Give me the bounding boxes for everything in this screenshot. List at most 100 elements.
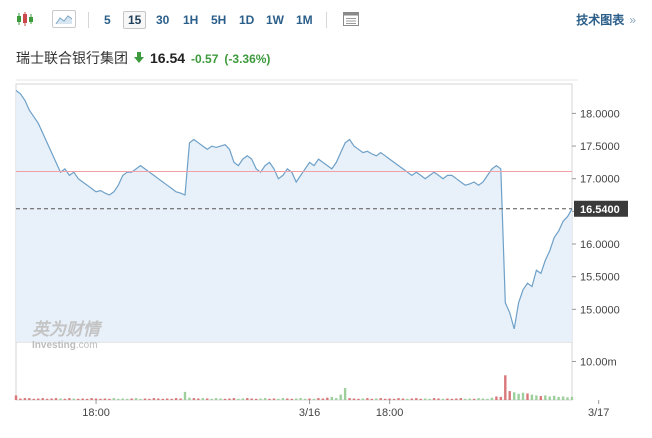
volume-bar xyxy=(557,396,560,400)
area-chart-icon[interactable] xyxy=(52,10,76,28)
volume-bar xyxy=(108,398,111,400)
last-price: 16.54 xyxy=(150,50,186,66)
volume-bar xyxy=(379,398,382,400)
volume-bar xyxy=(263,398,267,400)
volume-bar xyxy=(392,398,396,400)
volume-bar xyxy=(192,398,196,400)
investing-watermark: 英为财情 Investing.com xyxy=(31,320,103,351)
price-tick-label: 17.0000 xyxy=(580,174,620,186)
volume-bar xyxy=(201,398,204,400)
price-change-percent: (-3.36%) xyxy=(224,52,271,66)
volume-bar xyxy=(246,398,249,400)
volume-bar xyxy=(517,393,520,400)
volume-bar xyxy=(384,398,387,400)
volume-bar xyxy=(139,398,142,400)
timeframe-5[interactable]: 5 xyxy=(104,13,111,27)
price-tick-label: 18.0000 xyxy=(580,108,620,120)
timeframe-15[interactable]: 15 xyxy=(123,11,147,29)
volume-bar xyxy=(28,398,31,400)
volume-bar xyxy=(286,398,289,400)
down-arrow-icon xyxy=(134,52,144,66)
volume-bar xyxy=(486,398,489,400)
timeframe-1d[interactable]: 1D xyxy=(239,13,255,27)
volume-bar xyxy=(459,398,462,400)
volume-bar xyxy=(366,398,369,400)
volume-bar xyxy=(424,398,427,400)
volume-bar xyxy=(464,398,467,400)
volume-bar xyxy=(432,398,436,400)
volume-bar xyxy=(312,398,316,400)
volume-bar xyxy=(268,398,271,400)
volume-bar xyxy=(103,398,107,400)
toolbar-separator xyxy=(326,12,327,28)
advanced-chart-label: 技术图表 xyxy=(576,13,625,27)
volume-bar xyxy=(490,397,494,400)
timeframe-30[interactable]: 30 xyxy=(156,13,170,27)
advanced-chart-link[interactable]: 技术图表 » xyxy=(576,12,636,28)
volume-bar xyxy=(81,398,84,400)
volume-bar xyxy=(54,398,58,400)
timeframe-1w[interactable]: 1W xyxy=(266,13,284,27)
volume-bar xyxy=(477,398,480,400)
volume-bar xyxy=(468,398,471,400)
volume-bar xyxy=(504,375,507,400)
volume-bar xyxy=(321,398,325,400)
volume-bar xyxy=(99,398,102,400)
volume-bar xyxy=(401,398,405,400)
timeframe-1h[interactable]: 1H xyxy=(183,13,199,27)
volume-bar xyxy=(441,398,445,400)
volume-bar xyxy=(126,398,129,400)
volume-bar xyxy=(277,398,280,400)
volume-bar xyxy=(544,395,547,400)
volume-bar xyxy=(499,396,502,400)
volume-bar xyxy=(121,398,124,400)
volume-bar xyxy=(553,395,556,400)
volume-bar xyxy=(513,392,516,400)
price-tick-label: 15.5000 xyxy=(580,272,620,284)
volume-bar xyxy=(59,398,62,400)
volume-bar xyxy=(23,398,27,400)
volume-bar xyxy=(19,398,22,400)
volume-bar xyxy=(90,398,93,400)
current-price-label: 16.5400 xyxy=(580,204,620,216)
volume-tick-label: 10.00m xyxy=(580,356,617,368)
volume-bar xyxy=(570,396,574,400)
volume-bar xyxy=(521,392,525,400)
timeframe-1m[interactable]: 1M xyxy=(296,13,313,27)
watermark-brand-en: Investing.com xyxy=(32,340,98,351)
volume-bar xyxy=(539,396,542,400)
volume-bar xyxy=(526,393,529,400)
volume-bar xyxy=(388,398,391,400)
volume-bar xyxy=(530,394,534,400)
candlestick-chart-icon[interactable] xyxy=(14,10,36,28)
volume-bar xyxy=(415,398,418,400)
volume-bar xyxy=(335,398,338,400)
watermark-brand-cn: 英为财情 xyxy=(31,320,103,339)
table-view-icon[interactable] xyxy=(340,10,362,28)
price-line xyxy=(15,90,573,330)
volume-bar xyxy=(290,398,293,400)
price-area-series xyxy=(15,90,573,342)
volume-bar xyxy=(352,398,356,400)
volume-bar xyxy=(166,398,169,400)
volume-bar xyxy=(375,398,378,400)
volume-bar xyxy=(472,398,476,400)
volume-bar xyxy=(130,398,133,400)
volume-bar xyxy=(348,398,351,400)
current-price-tag xyxy=(574,200,628,217)
chevron-right-icon: » xyxy=(629,13,636,27)
price-tick-label: 16.0000 xyxy=(580,239,620,251)
volume-bar xyxy=(68,398,71,400)
volume-bar xyxy=(183,391,187,400)
volume-bar xyxy=(170,398,173,400)
timeframe-5h[interactable]: 5H xyxy=(211,13,227,27)
price-area-fill xyxy=(16,90,572,342)
volume-bar xyxy=(255,398,258,400)
volume-bar xyxy=(450,398,454,400)
instrument-name: 瑞士联合银行集团 xyxy=(16,50,128,66)
volume-bar xyxy=(495,396,498,400)
volume-bar xyxy=(77,398,80,400)
volume-bar xyxy=(370,398,373,400)
